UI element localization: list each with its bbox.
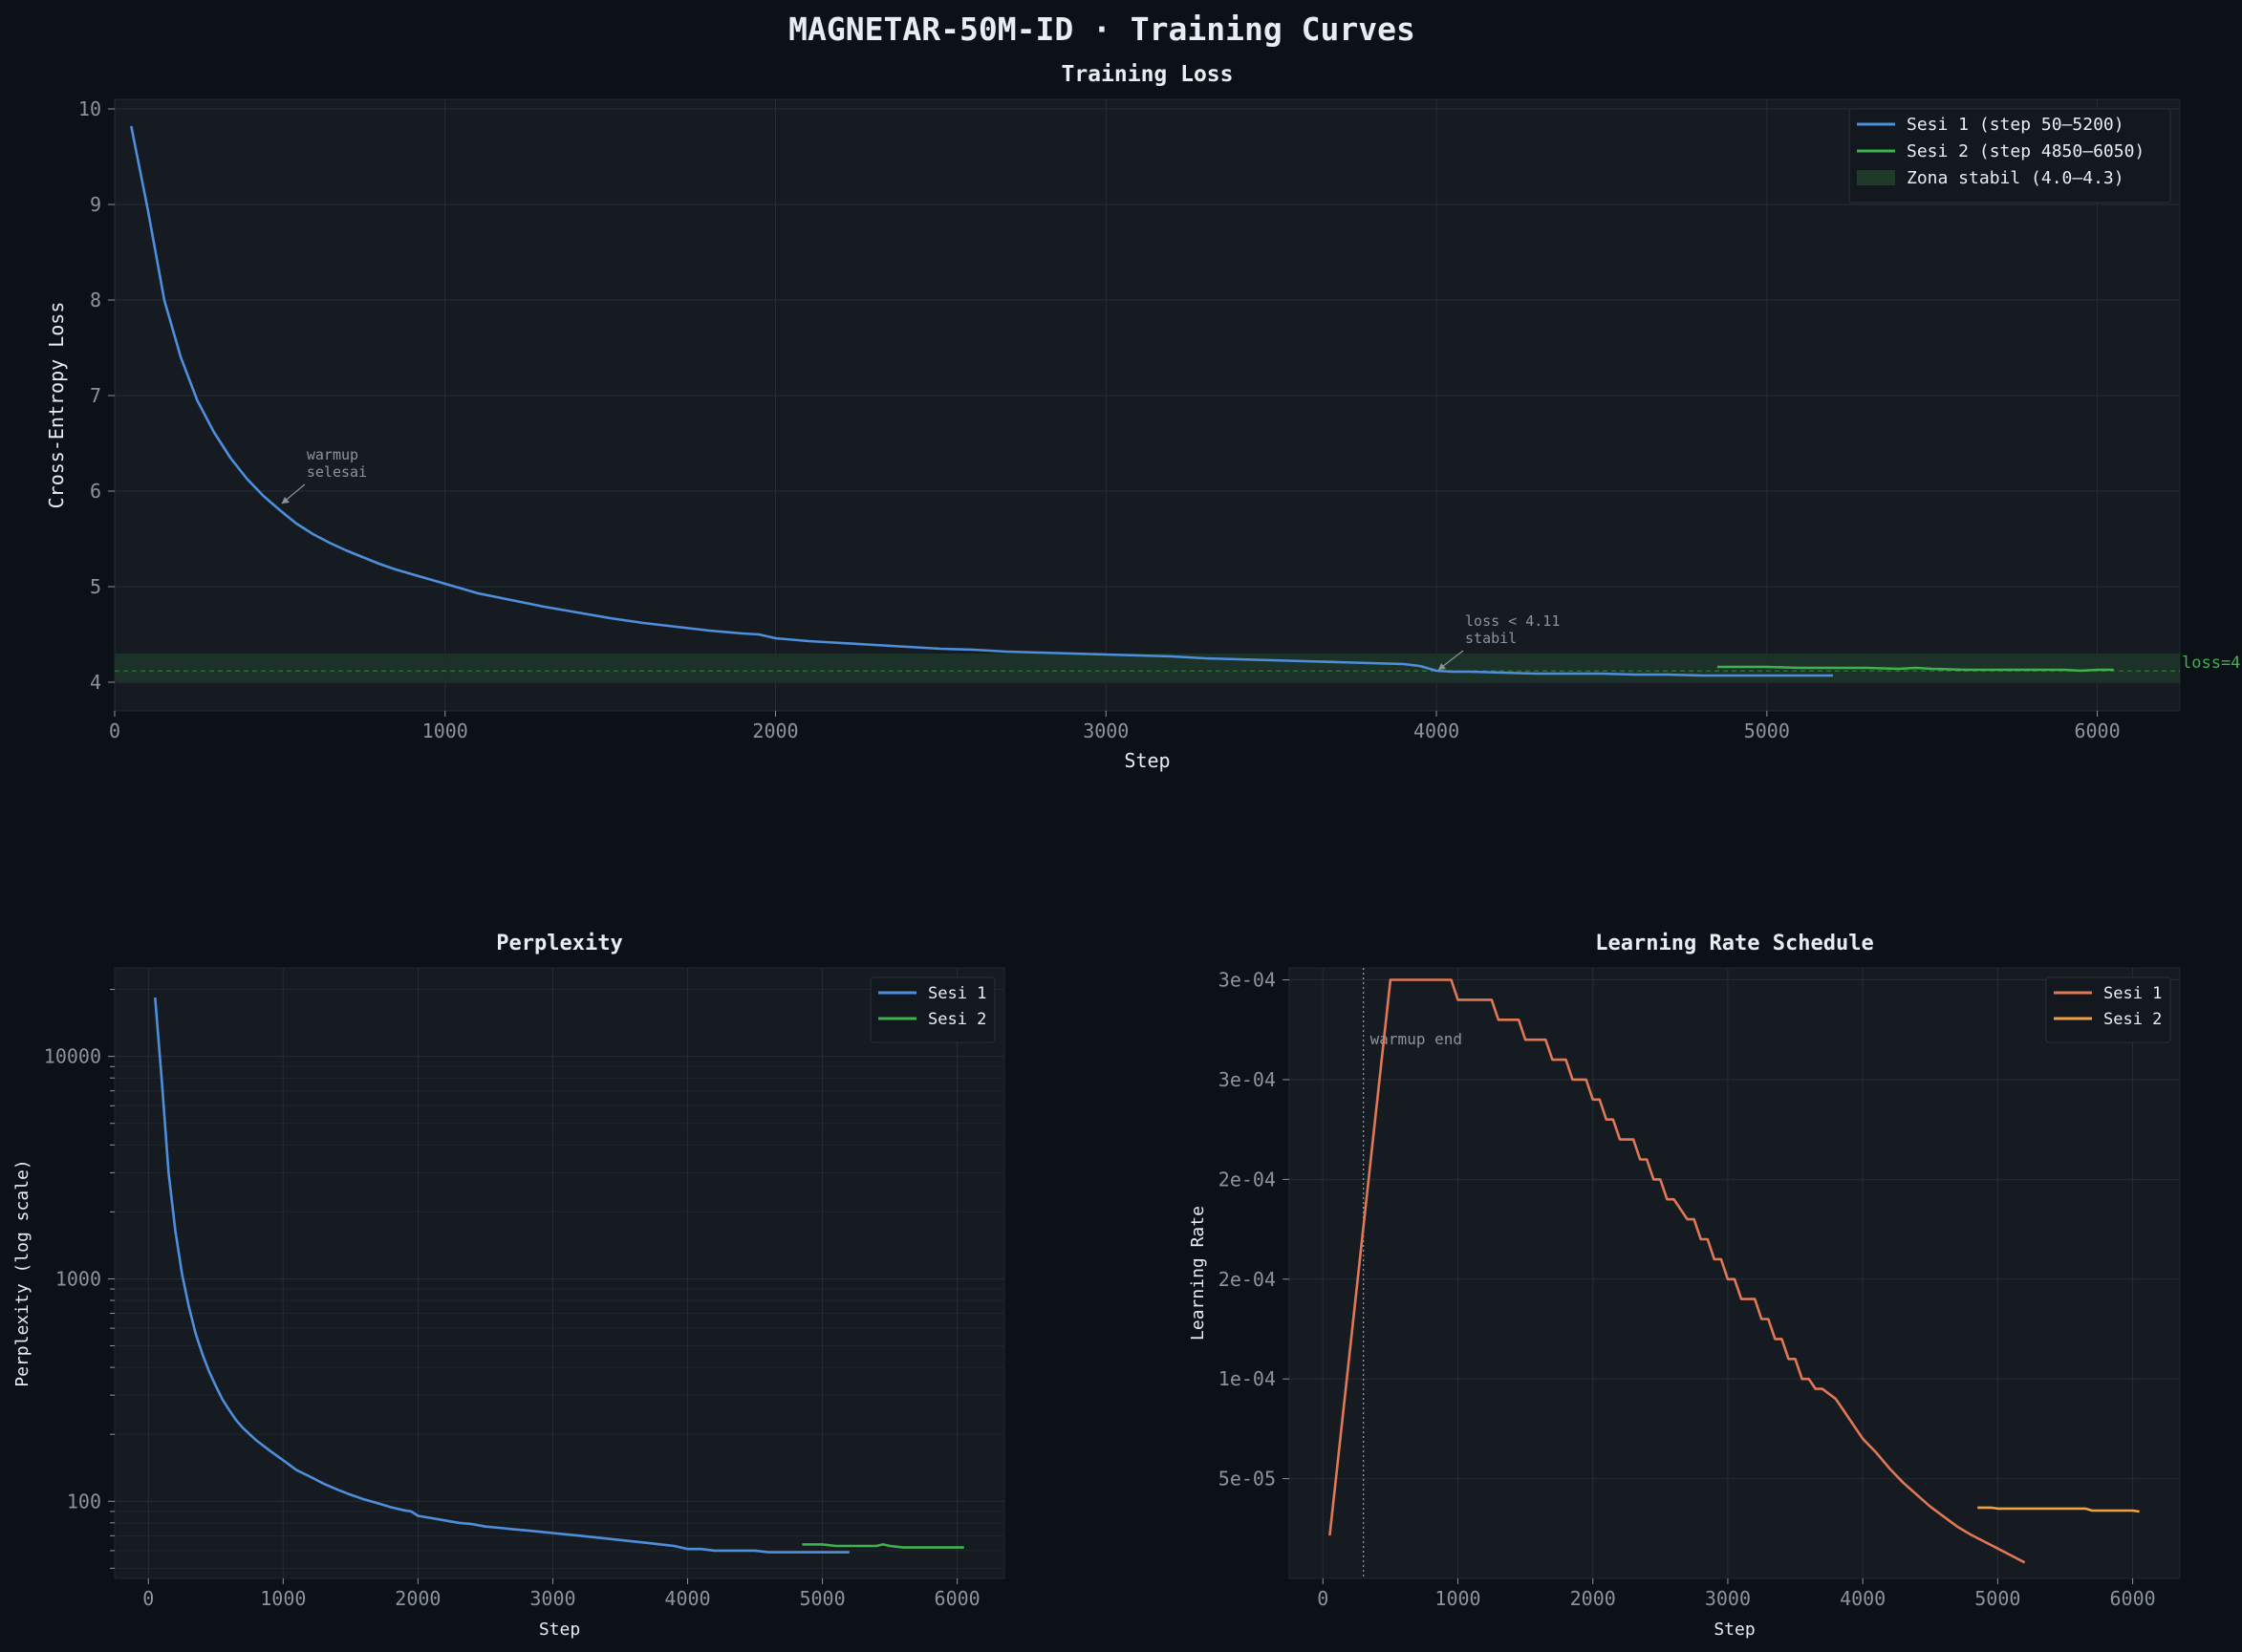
loss-x-axis-label: Step [1124,749,1170,772]
annotation-text: warmup [307,446,358,463]
annotation-text: selesai [307,463,367,481]
perplexity-x-tick-label: 6000 [935,1587,981,1610]
annotation-arrowhead [281,497,290,504]
lr-legend-label: Sesi 1 [2103,984,2162,1003]
lr-x-tick-label: 5000 [1974,1587,2020,1610]
loss-y-tick-label: 9 [90,193,101,216]
perplexity-legend-label: Sesi 1 [928,984,986,1003]
annotation-text: stabil [1465,630,1517,647]
loss-x-tick-label: 3000 [1083,719,1129,742]
lr-legend-label: Sesi 2 [2103,1010,2162,1029]
loss-legend-label: Zona stabil (4.0–4.3) [1907,168,2124,188]
lr-x-tick-label: 1000 [1434,1587,1480,1610]
lr-y-axis-label: Learning Rate [1188,1206,1208,1341]
loss-title: Training Loss [1061,62,1233,87]
lr-y-tick-label: 5e-05 [1218,1468,1276,1491]
lr-title: Learning Rate Schedule [1595,932,1873,955]
loss-series-line-2 [1716,665,2114,673]
loss-x-tick-label: 4000 [1413,719,1459,742]
annotation-arrowhead [1438,663,1447,670]
perplexity-x-tick-label: 2000 [395,1587,441,1610]
loss-chart: 0 1000 2000 3000 4000 5000 6000 4 5 6 7 8 9 10 Trainin… [45,62,2242,772]
lr-y-tick-label: 3e-04 [1218,1068,1276,1091]
perplexity-x-tick-label: 4000 [664,1587,710,1610]
learning-rate-chart: 0 1000 2000 3000 4000 5000 6000 5e-05 1e-04 2e-04… [1188,932,2181,1640]
lr-x-tick-label: 2000 [1570,1587,1616,1610]
loss-plot-area [114,98,2181,712]
lr-y-tick-label: 2e-04 [1218,1268,1276,1291]
perplexity-y-tick-label: 1000 [55,1267,101,1290]
loss-legend-band-swatch [1857,170,1895,185]
perplexity-plot-area [114,967,1005,1579]
figure-suptitle: MAGNETAR-50M-ID · Training Curves [788,11,1415,48]
lr-x-axis-label: Step [1714,1620,1755,1640]
perplexity-y-tick-label: 10000 [44,1045,101,1068]
lr-x-tick-label: 0 [1317,1587,1328,1610]
perplexity-y-tick-label: 100 [67,1490,101,1513]
loss-y-tick-label: 4 [90,671,101,694]
loss-legend-box [1848,108,2171,204]
perplexity-x-tick-label: 0 [142,1587,154,1610]
lr-series-line-2 [1977,1506,2140,1513]
perplexity-title: Perplexity [496,932,622,955]
perplexity-series-line-2 [802,1543,964,1549]
loss-y-axis-label: Cross-Entropy Loss [45,302,68,509]
warmup-end-label: warmup end [1370,1030,1462,1048]
perplexity-x-tick-label: 3000 [529,1587,575,1610]
perplexity-x-tick-label: 1000 [260,1587,306,1610]
lr-x-tick-label: 3000 [1705,1587,1751,1610]
loss-x-tick-label: 5000 [1744,719,1790,742]
reference-line-label: loss=4.1183 [2182,654,2242,673]
loss-x-tick-label: 1000 [422,719,468,742]
loss-x-tick-label: 6000 [2074,719,2120,742]
loss-y-tick-label: 7 [90,384,101,407]
lr-y-tick-label: 2e-04 [1218,1168,1276,1191]
lr-x-tick-label: 6000 [2109,1587,2155,1610]
loss-legend-label: Sesi 1 (step 50–5200) [1907,115,2124,135]
loss-legend-label: Sesi 2 (step 4850–6050) [1907,141,2145,161]
perplexity-y-axis-label: Perplexity (log scale) [12,1159,32,1386]
lr-y-tick-label: 3e-04 [1218,969,1276,992]
perplexity-legend-label: Sesi 2 [928,1010,986,1029]
loss-y-tick-label: 10 [78,97,101,120]
perplexity-series-line-1 [154,997,850,1554]
loss-series-line-1 [130,125,1833,677]
lr-plot-area [1288,967,2181,1579]
perplexity-chart: 0 1000 2000 3000 4000 5000 6000 100 1000 10000 Per… [12,932,1005,1640]
lr-y-tick-label: 1e-04 [1218,1367,1276,1390]
lr-x-tick-label: 4000 [1840,1587,1886,1610]
perplexity-x-tick-label: 5000 [799,1587,845,1610]
annotation-text: loss < 4.11 [1465,612,1560,630]
loss-y-tick-label: 8 [90,289,101,311]
loss-y-tick-label: 5 [90,575,101,598]
lr-series-line-1 [1328,978,2026,1564]
loss-x-tick-label: 2000 [752,719,798,742]
loss-x-tick-label: 0 [109,719,120,742]
perplexity-x-axis-label: Step [539,1620,580,1640]
loss-y-tick-label: 6 [90,480,101,503]
